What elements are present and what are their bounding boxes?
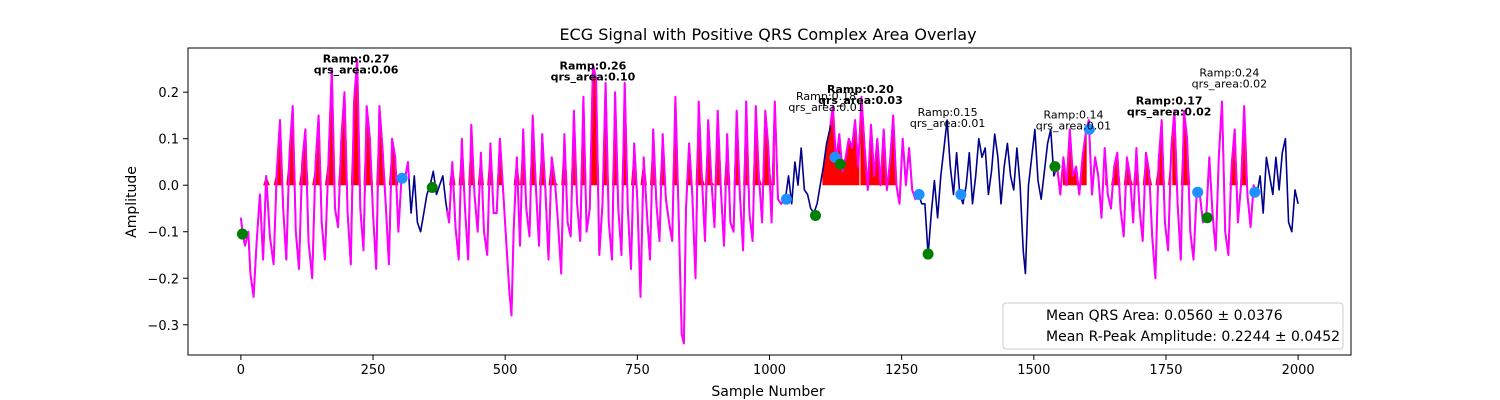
annotation-4-ramp: Ramp:0.20 xyxy=(827,83,894,96)
annotation-2-ramp: Ramp:0.26 xyxy=(560,60,627,73)
qrs-offset-marker-3 xyxy=(809,209,821,221)
legend-box xyxy=(1002,302,1344,350)
x-tick-label: 750 xyxy=(625,363,650,378)
qrs-area-fill-8 xyxy=(1229,106,1251,186)
y-tick-label: 0.0 xyxy=(158,179,179,194)
annotation-8-qrs-area: qrs_area:0.02 xyxy=(1192,78,1267,91)
qrs-onset-marker-1 xyxy=(396,172,408,184)
qrs-onset-marker-8 xyxy=(1249,186,1261,198)
qrs-onset-marker-2 xyxy=(780,193,792,205)
x-tick-label: 1500 xyxy=(1017,363,1050,378)
qrs-offset-marker-2 xyxy=(426,182,438,194)
y-tick-label: −0.2 xyxy=(147,272,179,287)
y-tick-label: 0.2 xyxy=(158,86,179,101)
x-tick-label: 1000 xyxy=(753,363,786,378)
qrs-offset-marker-4 xyxy=(834,158,846,170)
annotation-2-qrs-area: qrs_area:0.10 xyxy=(551,71,636,84)
qrs-onset-marker-5 xyxy=(955,189,967,201)
signal-lines xyxy=(239,58,1299,345)
x-tick-label: 500 xyxy=(493,363,518,378)
y-tick-label: 0.1 xyxy=(158,133,179,148)
annotation-3-qrs-area: qrs_area:0.01 xyxy=(788,101,863,114)
peak-markers xyxy=(236,123,1261,260)
y-tick-label: −0.1 xyxy=(147,226,179,241)
qrs-onset-marker-7 xyxy=(1192,186,1204,198)
legend-entry-qrs-area: Mean QRS Area: 0.0560 ± 0.0376 xyxy=(1046,308,1283,324)
annotation-1-qrs-area: qrs_area:0.06 xyxy=(314,64,399,77)
qrs-area-fill-3 xyxy=(822,106,860,186)
x-axis-label: Sample Number xyxy=(711,384,824,400)
annotation-1-ramp: Ramp:0.27 xyxy=(323,53,390,66)
x-tick-label: 1750 xyxy=(1149,363,1182,378)
qrs-area-fill-4 xyxy=(860,96,902,186)
annotation-5-ramp: Ramp:0.15 xyxy=(918,106,978,119)
annotation-4-qrs-area: qrs_area:0.03 xyxy=(818,94,903,107)
annotation-3-ramp: Ramp:0.18 xyxy=(796,90,856,103)
x-tick-label: 250 xyxy=(361,363,386,378)
legend-entry-r-peak-amplitude: Mean R-Peak Amplitude: 0.2244 ± 0.0452 xyxy=(1046,329,1340,345)
annotation-7-qrs-area: qrs_area:0.02 xyxy=(1127,105,1212,118)
x-tick-label: 2000 xyxy=(1282,363,1315,378)
qrs-onset-marker-6 xyxy=(1083,123,1095,135)
y-axis-ticks: −0.3 −0.2 −0.1 0.0 0.1 0.2 xyxy=(147,86,188,334)
qrs-segment-line-4 xyxy=(1054,119,1115,219)
x-tick-label: 1250 xyxy=(885,363,918,378)
chart-title: ECG Signal with Positive QRS Complex Are… xyxy=(559,25,976,44)
x-tick-label: 0 xyxy=(237,363,245,378)
annotation-5-qrs-area: qrs_area:0.01 xyxy=(910,117,985,130)
qrs-segment-line-5 xyxy=(1112,100,1257,280)
qrs-onset-marker-4 xyxy=(913,189,925,201)
annotation-8-ramp: Ramp:0.24 xyxy=(1199,67,1259,80)
qrs-offset-marker-6 xyxy=(1049,161,1061,173)
legend: Mean QRS Area: 0.0560 ± 0.0376 Mean R-Pe… xyxy=(1002,302,1344,350)
qrs-segment-line-2 xyxy=(446,63,787,345)
x-axis-ticks: 0 250 500 750 1000 1250 1500 1750 2000 xyxy=(237,355,1315,378)
y-tick-label: −0.3 xyxy=(147,319,179,334)
qrs-offset-marker-5 xyxy=(922,248,934,260)
annotation-6-qrs-area: qrs_area:0.01 xyxy=(1036,119,1111,132)
y-axis-label: Amplitude xyxy=(124,166,140,238)
qrs-segment-line-1 xyxy=(239,58,410,298)
annotation-7-ramp: Ramp:0.17 xyxy=(1136,94,1203,107)
annotation-6-ramp: Ramp:0.14 xyxy=(1043,108,1103,121)
qrs-segment-line-3 xyxy=(829,95,922,205)
qrs-offset-marker-1 xyxy=(236,228,248,240)
qrs-offset-marker-7 xyxy=(1201,212,1213,224)
qrs-area-fill-5 xyxy=(1062,129,1087,186)
